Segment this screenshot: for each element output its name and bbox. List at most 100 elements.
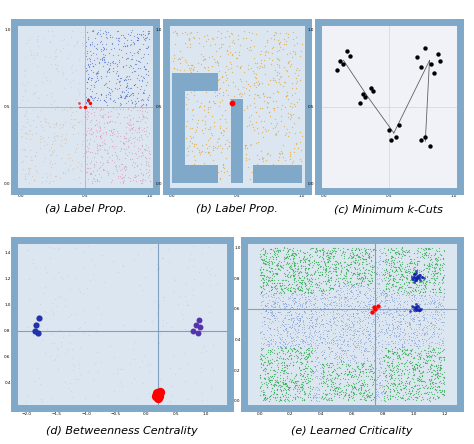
Point bbox=[264, 376, 272, 383]
Point bbox=[390, 263, 397, 270]
Point bbox=[98, 142, 106, 149]
Point bbox=[265, 318, 273, 325]
Point bbox=[279, 306, 287, 313]
Point bbox=[406, 391, 414, 398]
Point bbox=[117, 105, 124, 112]
Point bbox=[205, 99, 213, 106]
Point bbox=[139, 113, 146, 120]
Point bbox=[277, 305, 284, 312]
Point bbox=[315, 323, 323, 330]
Point bbox=[317, 318, 325, 325]
Point bbox=[82, 132, 90, 139]
Point bbox=[354, 285, 362, 293]
Point bbox=[291, 130, 299, 137]
Point bbox=[343, 347, 351, 354]
Point bbox=[215, 61, 222, 68]
Point bbox=[93, 69, 101, 76]
Point bbox=[337, 356, 345, 363]
Point bbox=[406, 341, 413, 349]
Point bbox=[408, 388, 416, 395]
Point bbox=[336, 292, 344, 299]
Point bbox=[378, 250, 386, 257]
Point bbox=[403, 345, 410, 353]
Point bbox=[422, 357, 430, 364]
Point bbox=[253, 151, 261, 159]
Point bbox=[300, 396, 308, 403]
Point bbox=[286, 392, 293, 399]
Point bbox=[89, 270, 97, 278]
Point bbox=[332, 388, 339, 395]
Point bbox=[283, 254, 291, 261]
Point bbox=[311, 364, 319, 371]
Point bbox=[144, 51, 152, 58]
Point bbox=[413, 275, 420, 282]
Point bbox=[420, 329, 428, 336]
Point bbox=[291, 50, 298, 57]
Point bbox=[405, 388, 412, 395]
Point bbox=[332, 385, 340, 392]
Point bbox=[283, 361, 291, 369]
Point bbox=[326, 318, 333, 325]
Point bbox=[280, 323, 288, 330]
Point bbox=[110, 126, 118, 133]
Point bbox=[388, 363, 395, 370]
Point bbox=[431, 267, 438, 274]
Point bbox=[392, 307, 400, 314]
Point bbox=[413, 281, 421, 288]
Point bbox=[127, 84, 134, 91]
Point bbox=[269, 252, 276, 259]
Point bbox=[287, 342, 294, 349]
Point bbox=[138, 95, 146, 102]
Point bbox=[300, 274, 308, 281]
Point bbox=[343, 297, 350, 304]
Point bbox=[350, 270, 358, 277]
Point bbox=[317, 246, 324, 254]
Point bbox=[367, 85, 374, 92]
Point bbox=[252, 140, 260, 147]
Point bbox=[376, 360, 384, 367]
Point bbox=[430, 329, 438, 336]
Point bbox=[362, 307, 370, 314]
Point bbox=[184, 95, 192, 102]
Point bbox=[390, 305, 398, 312]
Point bbox=[137, 153, 145, 160]
Point bbox=[433, 289, 440, 296]
Point bbox=[236, 51, 243, 58]
Point bbox=[297, 155, 304, 163]
Point bbox=[354, 257, 362, 264]
Point bbox=[324, 296, 332, 303]
Point bbox=[331, 293, 338, 300]
Point bbox=[432, 379, 440, 386]
Point bbox=[316, 271, 323, 278]
Point bbox=[386, 347, 393, 354]
Point bbox=[138, 127, 146, 134]
Point bbox=[229, 95, 237, 102]
Point bbox=[330, 318, 337, 325]
Point bbox=[393, 303, 401, 310]
Point bbox=[138, 150, 146, 157]
Point bbox=[372, 364, 380, 371]
Point bbox=[400, 313, 408, 320]
Point bbox=[311, 308, 319, 315]
Point bbox=[409, 385, 417, 392]
Point bbox=[323, 361, 330, 368]
Point bbox=[395, 361, 403, 368]
Point bbox=[102, 46, 109, 53]
Point bbox=[298, 370, 305, 377]
Point bbox=[277, 383, 285, 390]
Point bbox=[251, 59, 258, 66]
Point bbox=[262, 257, 269, 264]
Point bbox=[251, 91, 258, 98]
Point bbox=[362, 369, 370, 376]
Point bbox=[281, 320, 289, 327]
Point bbox=[134, 172, 141, 179]
Point bbox=[366, 333, 374, 340]
Point bbox=[55, 244, 63, 251]
Point bbox=[321, 337, 328, 345]
Point bbox=[209, 131, 216, 138]
Point bbox=[316, 373, 323, 380]
Point bbox=[424, 254, 431, 261]
Point bbox=[427, 294, 434, 301]
Point bbox=[304, 362, 312, 369]
Point bbox=[393, 258, 401, 265]
